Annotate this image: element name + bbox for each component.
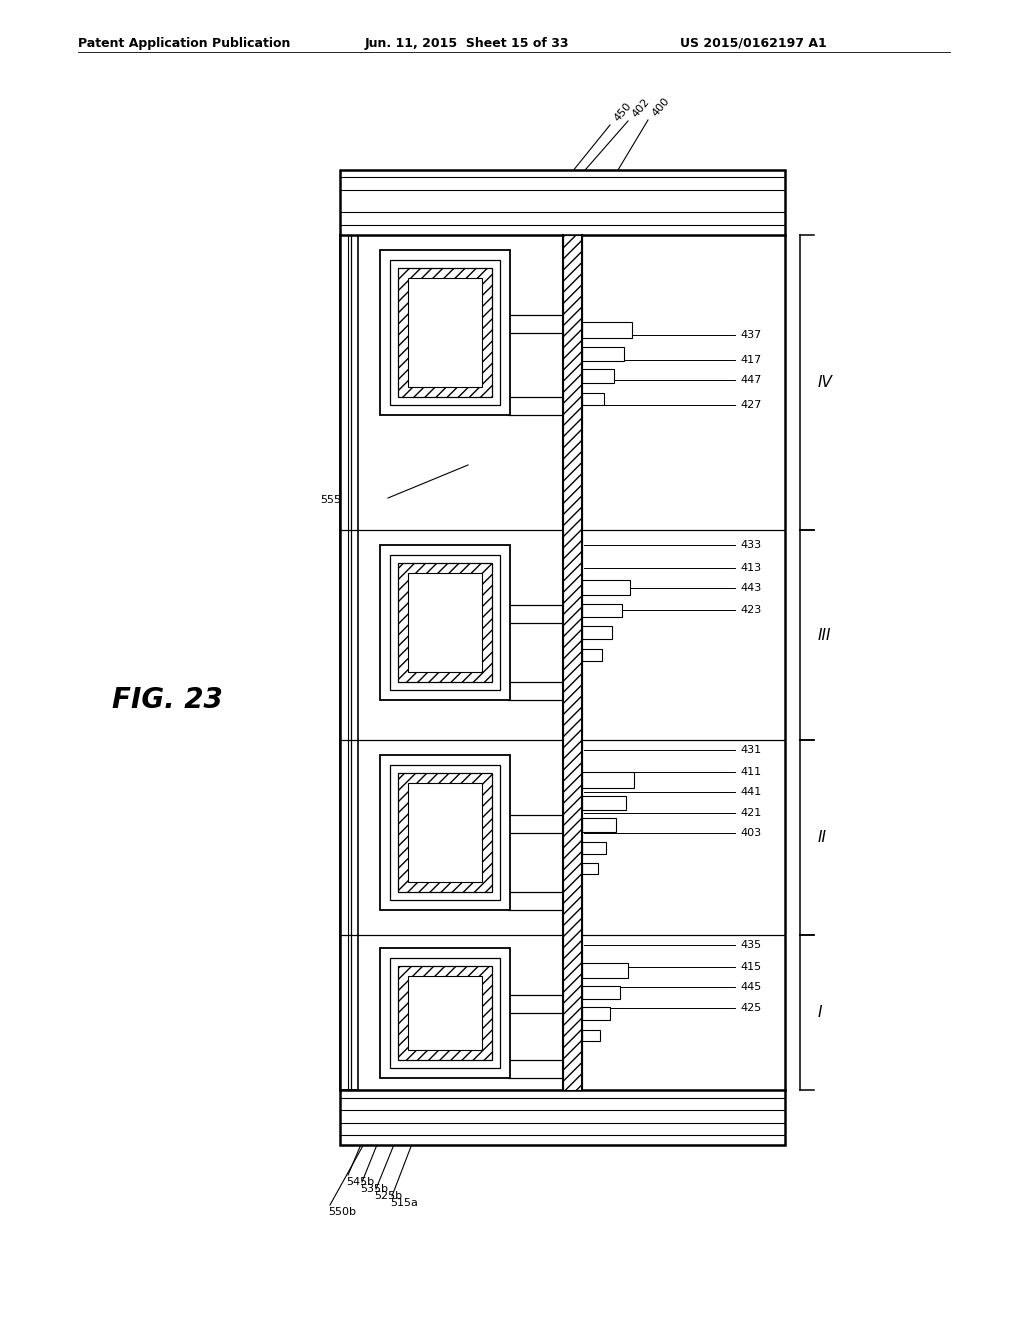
Text: 400: 400 (650, 95, 672, 117)
Text: 403: 403 (740, 828, 761, 838)
Bar (408, 975, 482, 1049)
Bar (582, 626, 612, 639)
Bar (408, 279, 482, 387)
Text: FIG. 23: FIG. 23 (112, 686, 223, 714)
Bar (340, 1090, 785, 1144)
Bar (582, 1006, 610, 1019)
Bar (508, 994, 565, 1012)
Text: 411: 411 (740, 767, 761, 777)
Bar (582, 392, 604, 404)
Bar (380, 545, 510, 700)
Text: 417: 417 (740, 355, 761, 366)
Text: 421: 421 (740, 808, 761, 818)
Bar (508, 605, 565, 623)
Text: US 2015/0162197 A1: US 2015/0162197 A1 (680, 37, 826, 50)
Text: 423: 423 (740, 605, 761, 615)
Bar (380, 948, 510, 1077)
Bar (408, 783, 482, 882)
Bar (398, 268, 492, 397)
Bar (390, 554, 500, 690)
Bar (582, 842, 606, 854)
Text: 450: 450 (612, 100, 633, 123)
Text: 445: 445 (740, 982, 761, 993)
Text: 550b: 550b (328, 1206, 356, 1217)
Bar (340, 235, 358, 1090)
Bar (398, 564, 492, 682)
Bar (508, 315, 565, 333)
Bar (582, 962, 628, 978)
Text: 437: 437 (740, 330, 761, 341)
Bar (398, 774, 492, 892)
Bar (582, 322, 632, 338)
Bar (508, 682, 565, 700)
Text: 515a: 515a (390, 1199, 418, 1208)
Bar (582, 817, 616, 832)
Text: 441: 441 (740, 787, 761, 797)
Bar (390, 957, 500, 1068)
Text: 425: 425 (740, 1003, 761, 1012)
Bar (390, 766, 500, 900)
Bar (582, 605, 622, 616)
Bar (508, 1060, 565, 1077)
Text: 525b: 525b (374, 1191, 402, 1201)
Text: Jun. 11, 2015  Sheet 15 of 33: Jun. 11, 2015 Sheet 15 of 33 (365, 37, 569, 50)
Bar (582, 579, 630, 595)
Bar (582, 862, 598, 874)
Text: 443: 443 (740, 583, 761, 593)
Text: 535b: 535b (360, 1184, 388, 1195)
Text: 447: 447 (740, 375, 762, 385)
Text: 415: 415 (740, 962, 761, 972)
Text: III: III (818, 627, 831, 643)
Text: Patent Application Publication: Patent Application Publication (78, 37, 291, 50)
Bar (582, 771, 634, 788)
Bar (582, 986, 620, 998)
Text: 555b: 555b (319, 495, 348, 506)
Text: 427: 427 (740, 400, 762, 411)
Bar (508, 814, 565, 833)
Bar (340, 170, 785, 235)
Bar (582, 649, 602, 661)
Text: 413: 413 (740, 564, 761, 573)
Text: 435: 435 (740, 940, 761, 950)
Bar (398, 965, 492, 1060)
Text: IV: IV (818, 375, 833, 389)
Bar (380, 249, 510, 414)
Bar (582, 796, 626, 809)
Bar (508, 892, 565, 909)
Bar (582, 368, 614, 383)
Text: 433: 433 (740, 540, 761, 550)
Bar (508, 397, 565, 414)
Bar (390, 260, 500, 405)
Bar (582, 1030, 600, 1040)
Text: I: I (818, 1005, 822, 1020)
Bar (408, 573, 482, 672)
Text: II: II (818, 830, 827, 845)
Text: 431: 431 (740, 744, 761, 755)
Bar (563, 235, 582, 1090)
Text: 545b: 545b (346, 1177, 374, 1187)
Text: 402: 402 (630, 96, 651, 119)
Bar (380, 755, 510, 909)
Bar (582, 346, 624, 360)
